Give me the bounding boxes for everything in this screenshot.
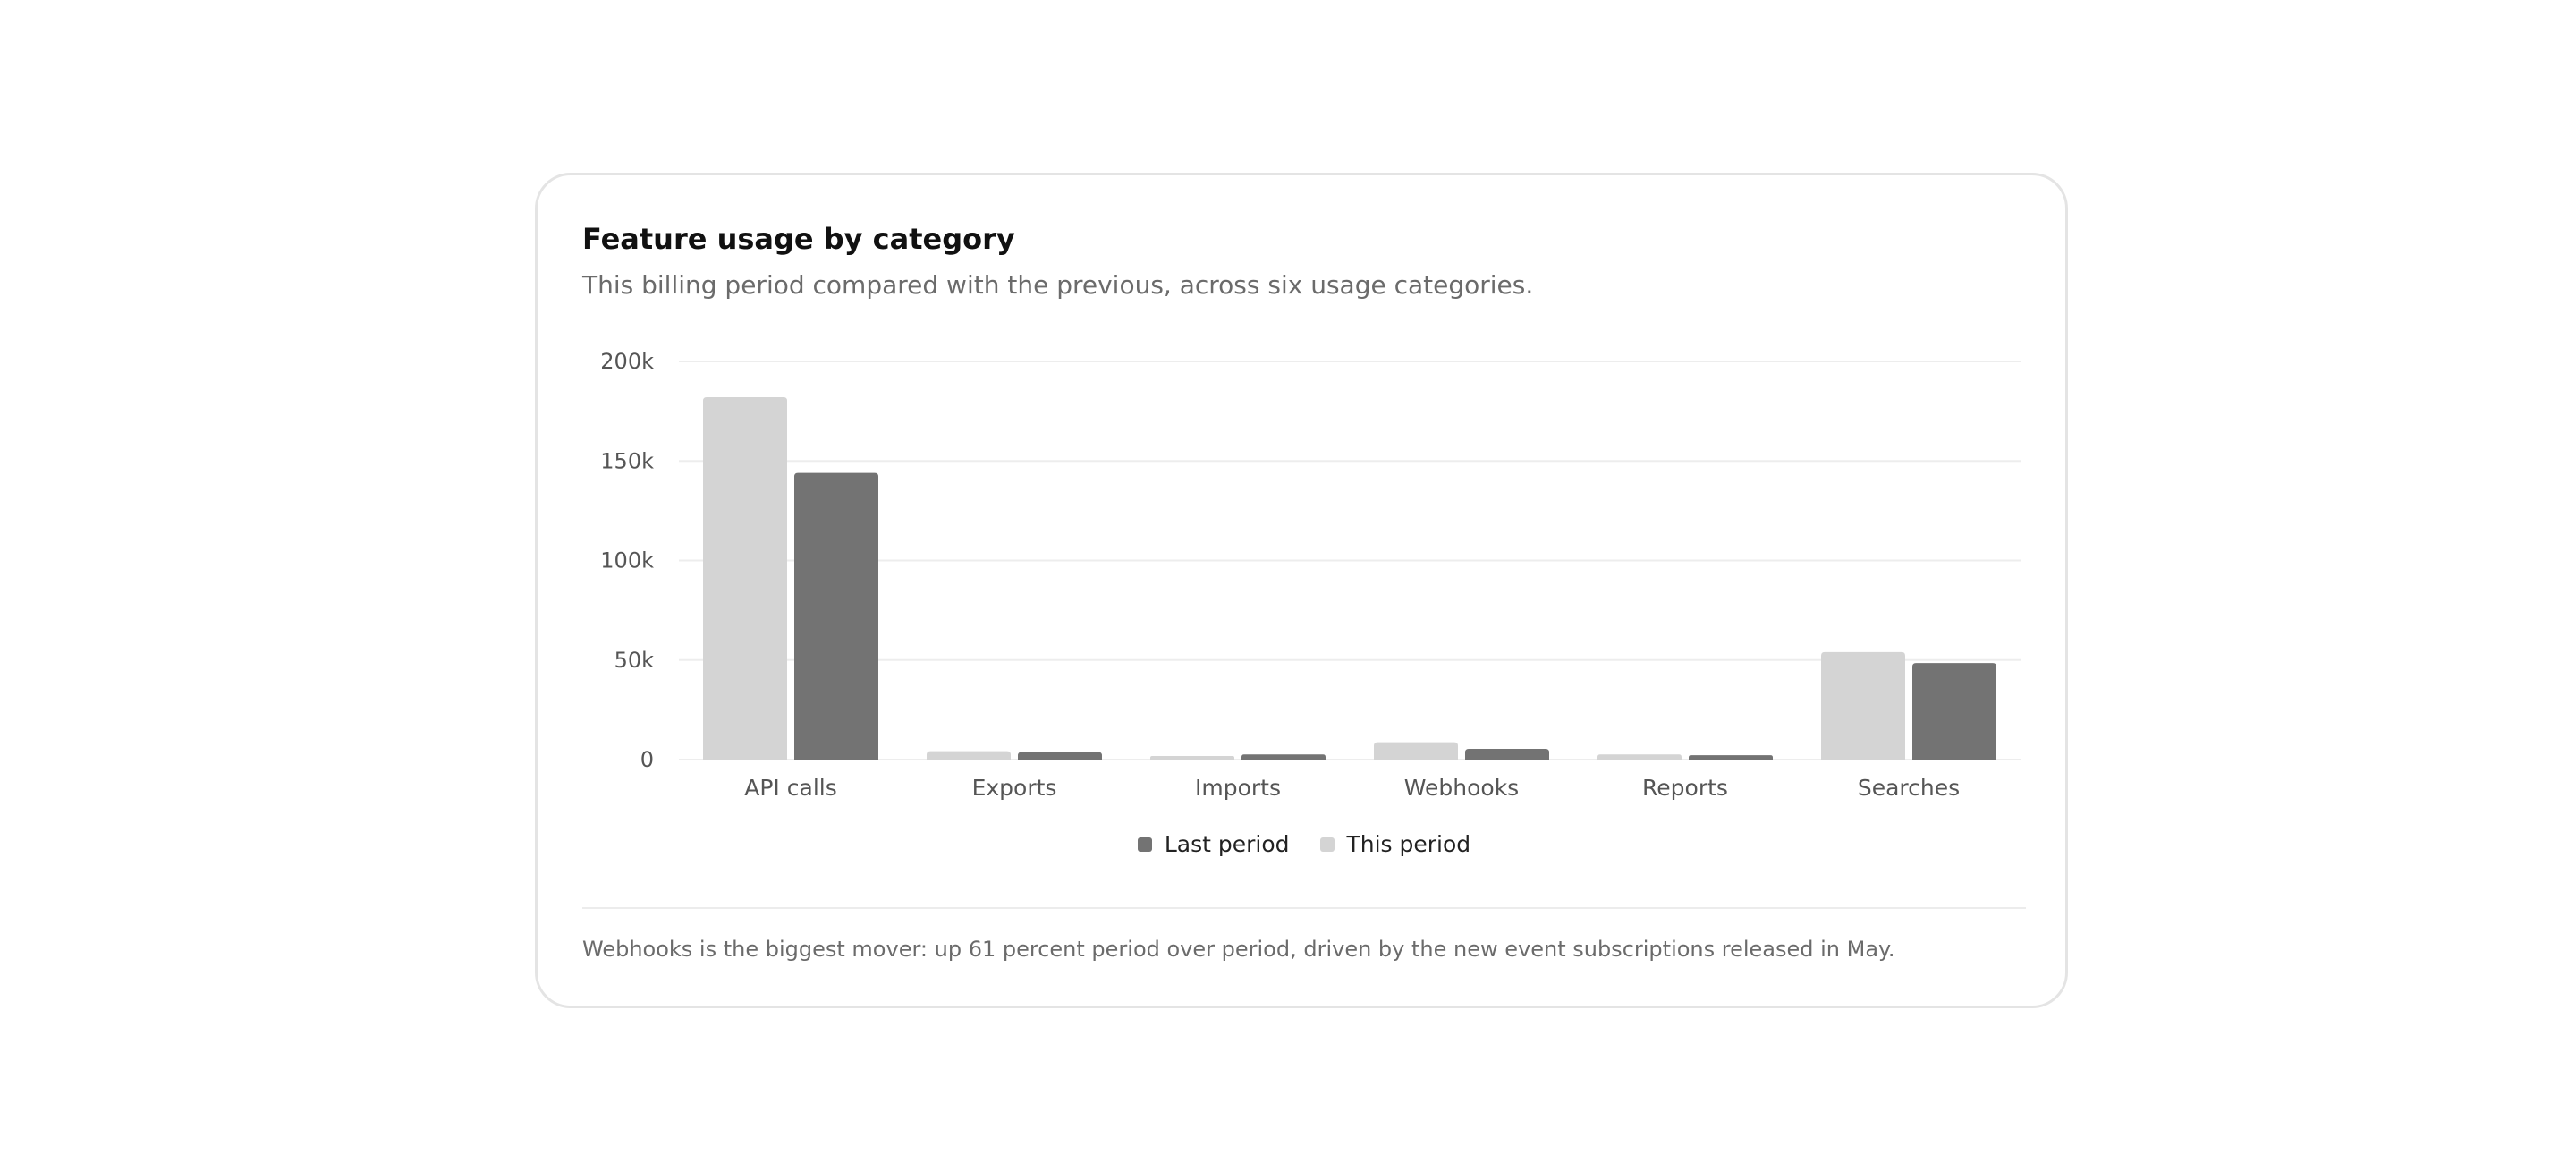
footer-divider	[582, 907, 2026, 909]
y-tick-label: 50k	[614, 648, 655, 673]
chart-card: Feature usage by category This billing p…	[535, 173, 2068, 1008]
chart-legend: Last period This period	[538, 831, 2071, 857]
bar-this-period	[1374, 742, 1458, 760]
chart-subtitle: This billing period compared with the pr…	[582, 270, 1534, 300]
legend-label: This period	[1346, 831, 1471, 857]
y-tick-label: 100k	[600, 548, 654, 573]
x-category-label: API calls	[744, 775, 836, 801]
legend-swatch	[1137, 837, 1152, 852]
chart-title: Feature usage by category	[582, 222, 1015, 256]
x-category-label: Reports	[1642, 775, 1728, 801]
y-tick-label: 0	[640, 747, 654, 772]
bar-this-period	[703, 397, 787, 760]
x-category-label: Imports	[1195, 775, 1281, 801]
gridlines	[679, 361, 2021, 760]
bars	[703, 397, 1996, 760]
bar-this-period	[1150, 755, 1234, 760]
bar-last-period	[1241, 754, 1326, 760]
bar-chart: 0 50k 100k 150k 200k API calls Exports Imports…	[600, 349, 2021, 801]
legend-item: Last period	[1137, 831, 1290, 857]
bar-last-period	[1689, 755, 1773, 760]
bar-last-period	[1018, 752, 1102, 760]
bar-this-period	[1821, 651, 1905, 760]
x-category-label: Webhooks	[1404, 775, 1519, 801]
y-tick-label: 150k	[600, 448, 654, 473]
legend-swatch	[1319, 837, 1335, 852]
y-tick-label: 200k	[600, 349, 654, 374]
y-axis-ticks: 0 50k 100k 150k 200k	[600, 349, 654, 772]
bar-last-period	[1465, 748, 1549, 760]
x-category-label: Exports	[972, 775, 1057, 801]
bar-last-period	[794, 472, 878, 760]
legend-item: This period	[1319, 831, 1471, 857]
legend-label: Last period	[1164, 831, 1290, 857]
chart-footnote: Webhooks is the biggest mover: up 61 per…	[582, 937, 1895, 962]
bar-this-period	[1597, 754, 1682, 760]
bar-this-period	[927, 751, 1011, 760]
x-axis-categories: API calls Exports Imports Webhooks Reports Se…	[744, 775, 1960, 801]
bar-last-period	[1912, 663, 1996, 760]
x-category-label: Searches	[1858, 775, 1960, 801]
